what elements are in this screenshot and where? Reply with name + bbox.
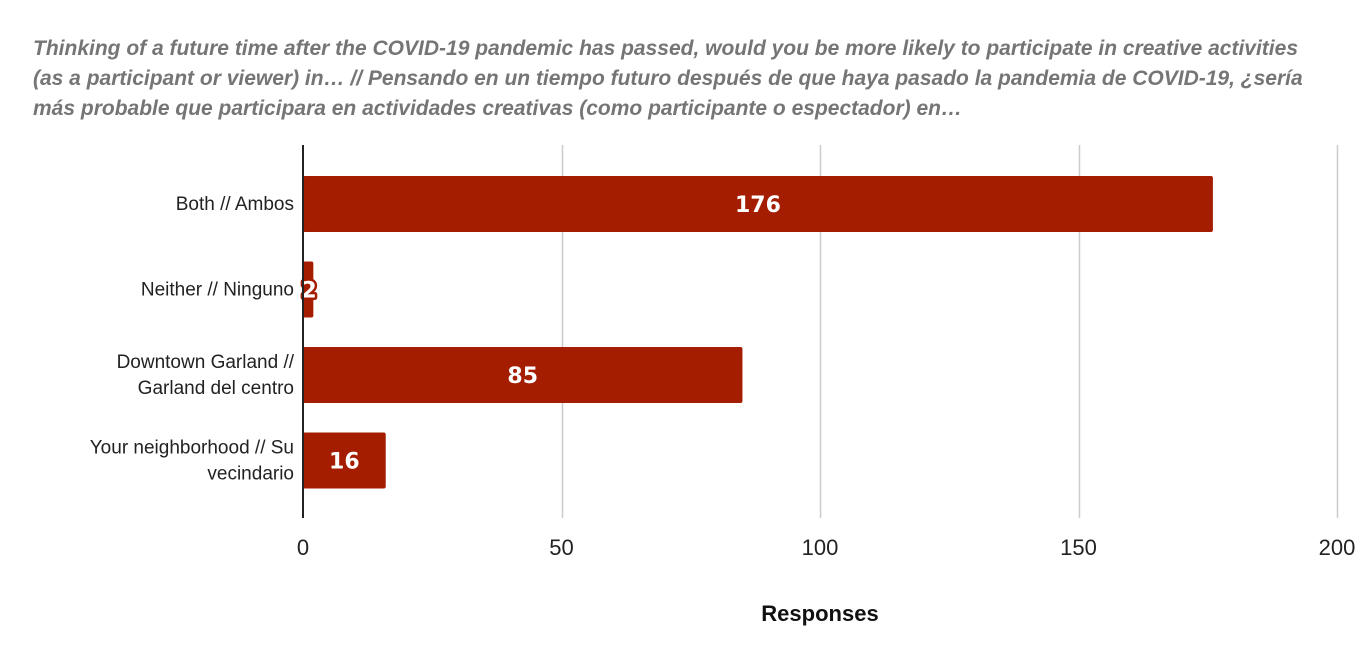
bar-2	[303, 347, 743, 403]
x-tick-label-3: 150	[1060, 535, 1097, 560]
bar-0	[303, 176, 1213, 232]
chart-title: Thinking of a future time after the COVI…	[33, 37, 1303, 120]
category-label-1: Neither // Ninguno	[141, 280, 294, 301]
x-axis-title: Responses	[761, 601, 878, 626]
x-tick-label-2: 100	[802, 535, 839, 560]
bar-3	[303, 432, 386, 489]
category-labels: Both // Ambos Neither // Ninguno Downtown …	[90, 194, 295, 485]
category-label-3: Your neighborhood // Su vecindario	[90, 438, 294, 485]
category-label-0: Both // Ambos	[176, 194, 294, 215]
x-tick-label-1: 50	[549, 535, 573, 560]
data-label-0: 176	[735, 193, 781, 218]
x-tick-labels: 0 50 100 150 200	[297, 535, 1355, 560]
data-label-2: 85	[507, 364, 538, 389]
category-label-2: Downtown Garland //Garland del centro	[117, 352, 295, 399]
data-label-3: 16	[329, 450, 360, 475]
x-tick-label-4: 200	[1319, 535, 1356, 560]
bar-1	[303, 261, 314, 318]
x-tick-label-0: 0	[297, 535, 309, 560]
